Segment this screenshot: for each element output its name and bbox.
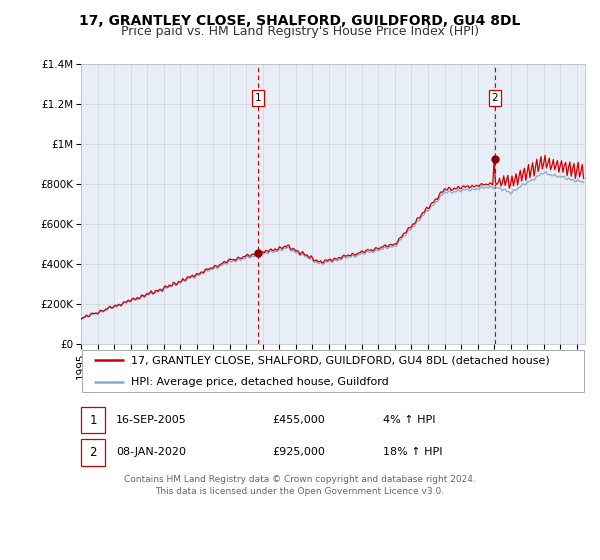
Text: 18% ↑ HPI: 18% ↑ HPI — [383, 447, 443, 457]
Text: £455,000: £455,000 — [272, 415, 325, 425]
Text: 1: 1 — [254, 93, 261, 103]
Text: 1: 1 — [89, 413, 97, 427]
Text: 2: 2 — [89, 446, 97, 459]
FancyBboxPatch shape — [81, 407, 105, 433]
FancyBboxPatch shape — [82, 349, 584, 393]
Text: Price paid vs. HM Land Registry's House Price Index (HPI): Price paid vs. HM Land Registry's House … — [121, 25, 479, 38]
FancyBboxPatch shape — [81, 439, 105, 465]
Text: HPI: Average price, detached house, Guildford: HPI: Average price, detached house, Guil… — [131, 377, 389, 387]
Text: 4% ↑ HPI: 4% ↑ HPI — [383, 415, 436, 425]
Text: 2: 2 — [491, 93, 498, 103]
Text: £925,000: £925,000 — [272, 447, 325, 457]
Text: Contains HM Land Registry data © Crown copyright and database right 2024.
This d: Contains HM Land Registry data © Crown c… — [124, 475, 476, 496]
Text: 17, GRANTLEY CLOSE, SHALFORD, GUILDFORD, GU4 8DL: 17, GRANTLEY CLOSE, SHALFORD, GUILDFORD,… — [79, 14, 521, 28]
Text: 16-SEP-2005: 16-SEP-2005 — [116, 415, 187, 425]
Text: 17, GRANTLEY CLOSE, SHALFORD, GUILDFORD, GU4 8DL (detached house): 17, GRANTLEY CLOSE, SHALFORD, GUILDFORD,… — [131, 355, 550, 365]
Text: 08-JAN-2020: 08-JAN-2020 — [116, 447, 186, 457]
